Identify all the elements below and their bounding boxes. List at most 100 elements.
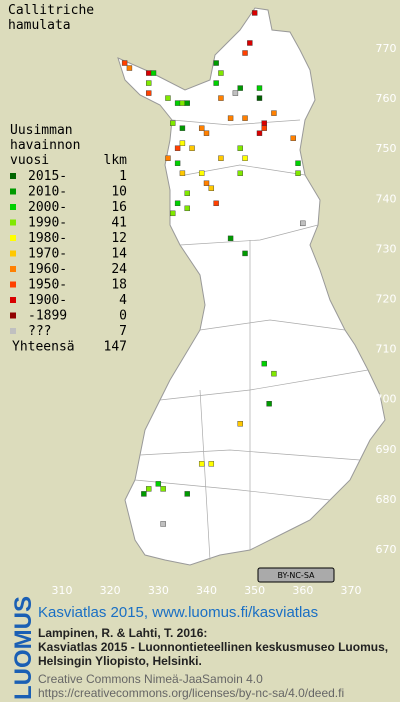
license[interactable]: https://creativecommons.org/licenses/by-… xyxy=(38,686,344,700)
observation[interactable] xyxy=(290,135,296,141)
legend-swatch xyxy=(10,297,16,303)
observation[interactable] xyxy=(165,155,171,161)
observation[interactable] xyxy=(179,170,186,176)
observation[interactable] xyxy=(256,130,263,136)
y-tick-label: 760 xyxy=(376,92,397,105)
observation[interactable] xyxy=(198,461,205,467)
footer-link[interactable]: Kasviatlas 2015, www.luomus.fi/kasviatla… xyxy=(38,604,318,621)
observation[interactable] xyxy=(227,115,234,121)
observation[interactable] xyxy=(179,125,186,131)
license: Creative Commons Nimeä-JaaSamoin 4.0 xyxy=(38,672,263,686)
observation[interactable] xyxy=(256,85,263,91)
citation: Kasviatlas 2015 - Luonnontieteellinen ke… xyxy=(38,640,388,654)
x-tick-label: 310 xyxy=(52,584,73,597)
observation[interactable] xyxy=(271,370,277,377)
observation[interactable] xyxy=(160,521,166,527)
observation[interactable] xyxy=(145,486,152,492)
legend-label: -1899 xyxy=(28,309,67,324)
observation[interactable] xyxy=(295,160,301,166)
observation[interactable] xyxy=(189,145,195,151)
observation[interactable] xyxy=(174,100,181,106)
observation[interactable] xyxy=(198,125,205,131)
observation[interactable] xyxy=(208,461,215,467)
observation[interactable] xyxy=(145,90,152,96)
observation[interactable] xyxy=(242,155,248,161)
observation[interactable] xyxy=(213,80,219,86)
legend-label: 1990- xyxy=(28,216,67,231)
legend-swatch xyxy=(10,219,16,226)
observation[interactable] xyxy=(170,210,176,217)
observation[interactable] xyxy=(150,70,157,76)
legend-count: 0 xyxy=(119,309,127,324)
observation[interactable] xyxy=(227,235,234,242)
observation[interactable] xyxy=(295,170,301,176)
observation[interactable] xyxy=(218,70,224,76)
y-tick-label: 690 xyxy=(376,443,397,456)
observation[interactable] xyxy=(237,145,243,151)
observation[interactable] xyxy=(266,401,272,407)
observation[interactable] xyxy=(179,100,186,106)
observation[interactable] xyxy=(203,180,210,186)
observation[interactable] xyxy=(184,205,190,212)
legend-swatch xyxy=(10,204,16,210)
observation[interactable] xyxy=(261,360,267,367)
observation[interactable] xyxy=(261,125,267,131)
observation[interactable] xyxy=(208,185,215,191)
observation[interactable] xyxy=(237,421,243,427)
legend-count: 1 xyxy=(119,169,127,184)
legend-count: 14 xyxy=(111,247,127,262)
legend-swatch xyxy=(10,250,16,257)
legend-count: 4 xyxy=(119,293,127,308)
legend-swatch xyxy=(10,281,16,288)
logo: LUOMUS xyxy=(10,596,37,700)
observation[interactable] xyxy=(174,200,181,207)
observation[interactable] xyxy=(145,80,152,86)
observation[interactable] xyxy=(251,10,258,16)
observation[interactable] xyxy=(203,130,210,136)
observation[interactable] xyxy=(242,250,248,257)
observation[interactable] xyxy=(213,60,219,66)
observation[interactable] xyxy=(218,95,224,101)
observation[interactable] xyxy=(184,100,190,106)
observation[interactable] xyxy=(247,40,253,46)
observation[interactable] xyxy=(184,190,190,196)
legend-count: 12 xyxy=(111,231,127,246)
x-tick-label: 320 xyxy=(100,584,121,597)
observation[interactable] xyxy=(198,170,205,176)
observation[interactable] xyxy=(184,491,190,497)
legend-swatch xyxy=(10,188,16,195)
x-tick-label: 360 xyxy=(292,584,313,597)
observation[interactable] xyxy=(155,481,162,487)
observation[interactable] xyxy=(170,120,176,126)
observation[interactable] xyxy=(174,145,181,151)
observation[interactable] xyxy=(179,140,186,146)
legend-label: 1900- xyxy=(28,293,67,308)
observation[interactable] xyxy=(174,160,181,166)
observation[interactable] xyxy=(256,95,263,101)
legend-swatch xyxy=(10,266,16,272)
observation[interactable] xyxy=(213,200,219,207)
observation[interactable] xyxy=(237,85,243,91)
citation: Lampinen, R. & Lahti, T. 2016: xyxy=(38,626,207,640)
x-tick-label: 340 xyxy=(196,584,217,597)
observation[interactable] xyxy=(232,90,239,96)
observation[interactable] xyxy=(121,60,128,66)
observation[interactable] xyxy=(271,110,277,116)
legend-count-heading: lkm xyxy=(104,153,128,168)
legend-label: 2000- xyxy=(28,200,67,215)
badge-box xyxy=(257,567,335,583)
observation[interactable] xyxy=(300,220,306,227)
observation[interactable] xyxy=(261,120,267,126)
legend-swatch xyxy=(10,312,16,319)
observation[interactable] xyxy=(237,170,243,176)
observation[interactable] xyxy=(218,155,224,161)
observation[interactable] xyxy=(141,491,147,497)
observation[interactable] xyxy=(160,486,166,492)
observation[interactable] xyxy=(145,70,152,76)
observation[interactable] xyxy=(242,115,248,121)
observation[interactable] xyxy=(242,50,248,56)
observation[interactable] xyxy=(165,95,171,101)
legend-swatch xyxy=(10,328,16,334)
observation[interactable] xyxy=(126,65,133,71)
x-tick-label: 330 xyxy=(148,584,169,597)
